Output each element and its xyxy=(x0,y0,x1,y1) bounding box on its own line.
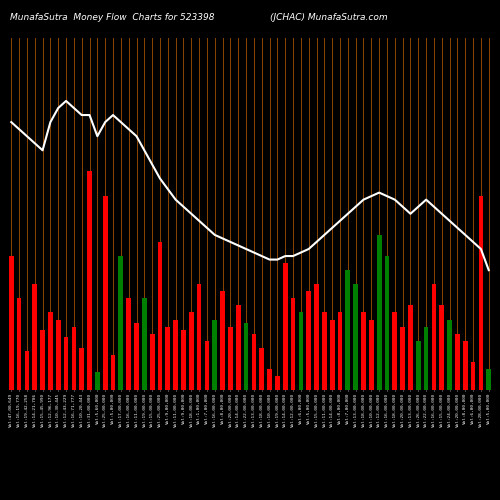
Bar xyxy=(440,306,444,390)
Bar xyxy=(142,298,146,390)
Bar xyxy=(40,330,45,390)
Bar xyxy=(470,362,476,390)
Bar xyxy=(228,326,233,390)
Bar xyxy=(354,284,358,390)
Bar xyxy=(126,298,131,390)
Bar xyxy=(56,320,60,390)
Bar xyxy=(72,326,76,390)
Bar xyxy=(212,320,217,390)
Bar xyxy=(408,306,413,390)
Bar xyxy=(275,376,280,390)
Bar xyxy=(48,312,52,390)
Bar xyxy=(322,312,326,390)
Bar xyxy=(283,263,288,390)
Bar xyxy=(64,337,68,390)
Bar xyxy=(361,312,366,390)
Text: MunafaSutra  Money Flow  Charts for 523398: MunafaSutra Money Flow Charts for 523398 xyxy=(10,12,214,22)
Bar xyxy=(424,326,428,390)
Bar xyxy=(134,323,139,390)
Bar xyxy=(369,320,374,390)
Bar xyxy=(189,312,194,390)
Bar xyxy=(174,320,178,390)
Bar xyxy=(448,320,452,390)
Bar xyxy=(103,196,108,390)
Bar xyxy=(306,292,311,390)
Bar xyxy=(181,330,186,390)
Bar xyxy=(260,348,264,390)
Bar xyxy=(118,256,123,390)
Bar xyxy=(346,270,350,390)
Text: (JCHAC) MunafaSutra.com: (JCHAC) MunafaSutra.com xyxy=(270,12,388,22)
Bar xyxy=(16,298,21,390)
Bar xyxy=(87,172,92,390)
Bar xyxy=(244,323,248,390)
Bar xyxy=(392,312,397,390)
Bar xyxy=(110,355,116,390)
Bar xyxy=(330,320,334,390)
Bar xyxy=(80,348,84,390)
Bar xyxy=(252,334,256,390)
Bar xyxy=(432,284,436,390)
Bar xyxy=(166,326,170,390)
Bar xyxy=(377,235,382,390)
Bar xyxy=(197,284,202,390)
Bar xyxy=(314,284,319,390)
Bar xyxy=(158,242,162,390)
Bar xyxy=(478,196,484,390)
Bar xyxy=(150,334,154,390)
Bar xyxy=(204,340,210,390)
Bar xyxy=(267,369,272,390)
Bar xyxy=(95,372,100,390)
Bar xyxy=(486,369,491,390)
Bar xyxy=(236,306,240,390)
Bar xyxy=(400,326,405,390)
Bar xyxy=(455,334,460,390)
Bar xyxy=(463,340,468,390)
Bar xyxy=(298,312,303,390)
Bar xyxy=(416,340,420,390)
Bar xyxy=(32,284,37,390)
Bar xyxy=(338,312,342,390)
Bar xyxy=(220,292,225,390)
Bar xyxy=(24,351,29,390)
Bar xyxy=(290,298,296,390)
Bar xyxy=(9,256,14,390)
Bar xyxy=(384,256,390,390)
